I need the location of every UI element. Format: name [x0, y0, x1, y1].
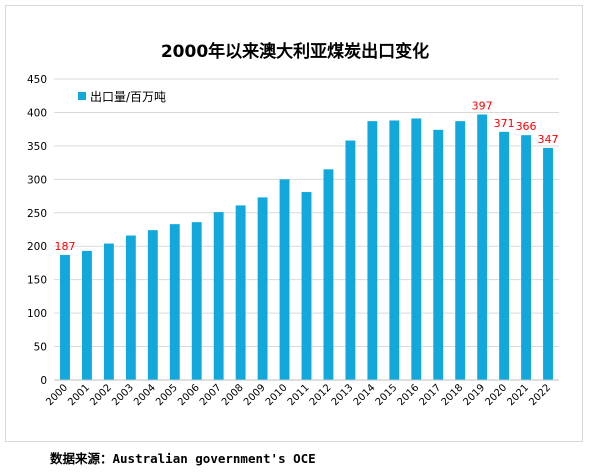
y-tick-label: 450: [27, 74, 47, 86]
bar-2003: [125, 235, 136, 380]
x-tick-label: 2012: [308, 382, 334, 408]
x-tick-label: 2000: [44, 382, 70, 408]
bar-2007: [213, 212, 224, 380]
y-axis-ticks: 0 50 100 150 200 250 300 350 400 450: [27, 74, 47, 387]
y-tick-label: 150: [27, 275, 47, 287]
x-tick-label: 2004: [132, 382, 158, 408]
bar-2009: [257, 197, 268, 380]
bar-2011: [301, 192, 312, 380]
bar-2016: [411, 118, 422, 380]
x-tick-label: 2020: [483, 382, 509, 408]
x-tick-label: 2019: [461, 382, 487, 408]
bar-2015: [389, 120, 400, 381]
data-label-2022: 347: [538, 133, 559, 146]
bar-2004: [147, 230, 158, 380]
bar-2002: [103, 243, 114, 380]
x-tick-label: 2014: [352, 382, 378, 408]
bar-2001: [81, 250, 92, 380]
chart-frame: 2000年以来澳大利亚煤炭出口变化 0 50 100 150 200 250 300 350 4…: [5, 5, 583, 442]
bar-2005: [169, 224, 180, 380]
data-label-2020: 371: [494, 117, 515, 130]
legend-swatch: [78, 92, 86, 100]
legend: 出口量/百万吨: [78, 90, 166, 104]
y-tick-label: 200: [27, 241, 47, 253]
y-tick-label: 350: [27, 141, 47, 153]
bar-2010: [279, 179, 290, 380]
bars: [60, 114, 553, 381]
bar-2018: [455, 121, 466, 380]
x-tick-label: 2017: [418, 382, 444, 408]
bar-2006: [191, 222, 202, 380]
chart-title: 2000年以来澳大利亚煤炭出口变化: [161, 41, 429, 62]
x-tick-label: 2018: [440, 382, 466, 408]
data-label-2000: 187: [54, 240, 75, 253]
y-tick-label: 0: [40, 375, 47, 387]
x-tick-label: 2005: [154, 382, 180, 408]
legend-label: 出口量/百万吨: [90, 90, 166, 104]
x-axis-ticks: 2000200120022003200420052006200720082009…: [44, 382, 553, 408]
chart-svg: 2000年以来澳大利亚煤炭出口变化 0 50 100 150 200 250 300 350 4…: [27, 41, 559, 408]
x-tick-label: 2001: [66, 382, 92, 408]
bar-2017: [433, 129, 444, 380]
bar-2014: [367, 121, 378, 380]
y-tick-label: 300: [27, 174, 47, 186]
x-tick-label: 2007: [198, 382, 224, 408]
x-tick-label: 2021: [505, 382, 531, 408]
source-note: 数据来源：Australian government's OCE: [50, 451, 316, 466]
data-label-2021: 366: [516, 120, 537, 133]
x-tick-label: 2016: [396, 382, 422, 408]
bar-2020: [499, 131, 510, 380]
x-tick-label: 2022: [527, 382, 553, 408]
y-tick-label: 250: [27, 208, 47, 220]
bar-2021: [521, 135, 532, 380]
bar-2019: [477, 114, 488, 380]
bar-2013: [345, 140, 356, 380]
data-label-2019: 397: [472, 99, 493, 112]
x-tick-label: 2015: [374, 382, 400, 408]
x-tick-label: 2003: [110, 382, 136, 408]
y-tick-label: 400: [27, 107, 47, 119]
bar-2012: [323, 169, 334, 380]
bar-2022: [543, 147, 553, 380]
x-tick-label: 2008: [220, 382, 246, 408]
x-tick-label: 2011: [286, 382, 312, 408]
bar-2008: [235, 205, 246, 380]
x-tick-label: 2006: [176, 382, 202, 408]
x-tick-label: 2013: [330, 382, 356, 408]
y-tick-label: 50: [34, 342, 47, 354]
x-tick-label: 2010: [264, 382, 290, 408]
x-tick-label: 2009: [242, 382, 268, 408]
x-tick-label: 2002: [88, 382, 114, 408]
bar-2000: [60, 254, 70, 380]
y-tick-label: 100: [27, 308, 47, 320]
